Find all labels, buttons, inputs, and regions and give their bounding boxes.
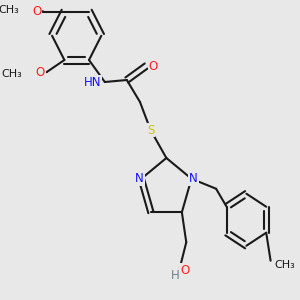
Text: O: O [180,264,189,277]
Text: HN: HN [84,76,101,88]
Text: CH₃: CH₃ [274,260,295,270]
Text: H: H [171,269,180,282]
Text: N: N [135,172,144,185]
Text: CH₃: CH₃ [0,4,19,14]
Text: CH₃: CH₃ [2,69,22,79]
Text: O: O [36,65,45,79]
Text: N: N [189,172,198,185]
Text: O: O [148,59,158,73]
Text: O: O [32,5,41,18]
Text: S: S [147,124,154,136]
